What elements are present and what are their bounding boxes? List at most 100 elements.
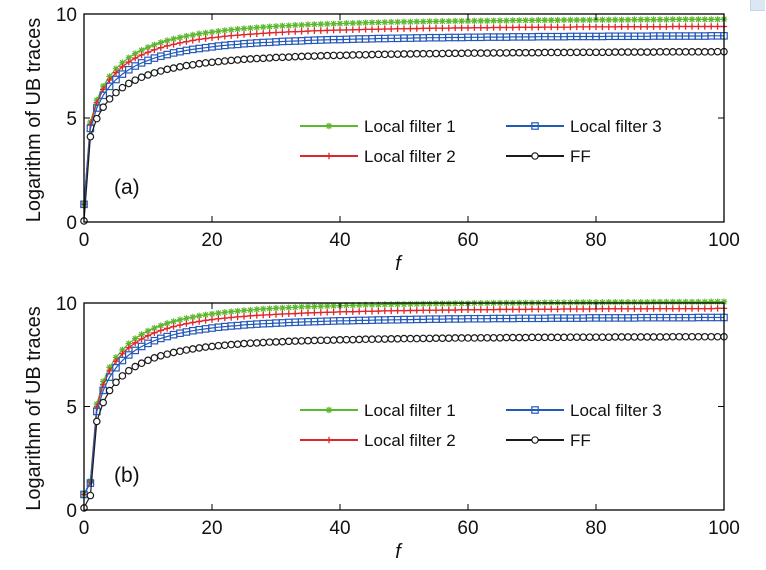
- y-tick-label: 0: [66, 213, 77, 234]
- data-point-local-filter-2: [196, 318, 203, 325]
- data-point-ff: [182, 346, 191, 354]
- data-point-local-filter-2: [311, 27, 318, 35]
- data-point-ff: [316, 336, 325, 345]
- series-line-local-filter-3: [83, 35, 724, 205]
- data-point-local-filter-1: [221, 27, 228, 34]
- data-point-ff: [425, 49, 434, 58]
- data-point-ff: [131, 362, 140, 371]
- data-point-local-filter-2: [548, 306, 555, 313]
- data-point-local-filter-2: [266, 29, 273, 37]
- data-point-local-filter-2: [304, 27, 312, 35]
- data-point-local-filter-2: [388, 307, 395, 315]
- data-point-local-filter-2: [132, 339, 139, 347]
- x-tick-label: 80: [585, 230, 606, 251]
- data-point-local-filter-2: [432, 307, 440, 314]
- data-point-local-filter-2: [125, 58, 132, 66]
- data-point-local-filter-1: [311, 303, 318, 310]
- data-point-local-filter-2: [221, 314, 228, 322]
- data-point-local-filter-1: [112, 65, 120, 72]
- data-point-local-filter-2: [669, 305, 676, 312]
- data-point-local-filter-2: [266, 311, 273, 318]
- data-point-local-filter-2: [496, 24, 504, 31]
- data-point-ff: [483, 49, 492, 57]
- data-point-local-filter-1: [317, 20, 324, 28]
- data-point-local-filter-1: [605, 298, 612, 306]
- data-point-local-filter-1: [695, 298, 702, 306]
- data-point-local-filter-1: [682, 298, 689, 306]
- data-point-ff: [348, 51, 357, 59]
- data-point-local-filter-1: [157, 39, 164, 46]
- data-point-ff: [150, 69, 159, 77]
- data-point-local-filter-1: [567, 16, 574, 24]
- data-point-local-filter-1: [624, 298, 632, 306]
- data-point-local-filter-1: [170, 35, 177, 43]
- data-point-local-filter-1: [189, 31, 196, 39]
- data-point-ff: [221, 341, 229, 350]
- legend-marker-ff: [531, 436, 539, 444]
- data-point-local-filter-1: [260, 305, 267, 313]
- data-point-local-filter-2: [503, 306, 510, 313]
- panel-label: (b): [114, 464, 140, 487]
- data-point-ff: [387, 335, 396, 343]
- data-point-local-filter-1: [317, 303, 324, 310]
- data-point-ff: [195, 344, 204, 352]
- data-point-local-filter-2: [253, 30, 260, 37]
- data-point-local-filter-1: [420, 18, 427, 25]
- data-point-local-filter-2: [548, 23, 555, 31]
- data-point-ff: [470, 49, 479, 57]
- data-point-local-filter-1: [279, 22, 286, 30]
- data-point-local-filter-1: [272, 23, 280, 30]
- y-tick-label: 0: [66, 501, 77, 522]
- data-point-local-filter-3: [124, 351, 133, 359]
- data-point-local-filter-1: [125, 340, 132, 347]
- data-point-local-filter-3: [105, 373, 114, 381]
- data-point-ff: [368, 335, 376, 344]
- data-point-local-filter-3: [86, 479, 95, 487]
- data-point-ff: [707, 332, 716, 341]
- data-point-local-filter-2: [336, 26, 344, 34]
- data-point-local-filter-2: [343, 26, 350, 34]
- data-point-local-filter-1: [132, 335, 139, 342]
- data-point-local-filter-3: [131, 346, 140, 355]
- x-tick-label: 60: [457, 518, 478, 539]
- data-point-local-filter-1: [151, 324, 158, 332]
- data-point-local-filter-1: [554, 17, 561, 24]
- data-point-local-filter-1: [714, 298, 721, 305]
- data-point-ff: [508, 333, 517, 342]
- data-point-local-filter-1: [330, 20, 337, 27]
- data-point-ff: [240, 55, 248, 64]
- data-point-ff: [598, 48, 607, 57]
- data-point-local-filter-2: [260, 30, 267, 37]
- data-point-local-filter-1: [368, 19, 376, 26]
- series-line-ff: [83, 50, 724, 222]
- data-point-ff: [304, 336, 312, 345]
- data-point-local-filter-2: [528, 306, 536, 313]
- data-point-local-filter-2: [400, 25, 408, 32]
- data-point-local-filter-2: [471, 306, 478, 314]
- data-point-local-filter-2: [119, 63, 126, 71]
- y-tick-label: 5: [66, 398, 77, 419]
- data-point-local-filter-2: [580, 23, 587, 31]
- data-point-local-filter-1: [330, 302, 337, 310]
- data-point-local-filter-2: [138, 335, 145, 343]
- data-point-local-filter-2: [247, 30, 254, 38]
- data-point-local-filter-1: [394, 18, 401, 26]
- data-point-ff: [611, 48, 620, 56]
- data-point-ff: [329, 336, 338, 344]
- data-point-ff: [342, 335, 351, 344]
- data-point-local-filter-2: [394, 25, 401, 32]
- data-point-local-filter-2: [426, 25, 433, 32]
- data-point-local-filter-2: [330, 308, 337, 316]
- data-point-ff: [176, 63, 184, 71]
- data-point-local-filter-1: [349, 302, 356, 309]
- data-point-local-filter-2: [452, 24, 459, 32]
- data-point-local-filter-1: [586, 16, 593, 24]
- data-point-local-filter-2: [599, 305, 606, 312]
- data-point-ff: [585, 333, 594, 341]
- data-point-ff: [694, 48, 703, 56]
- series-local-filter-1: [80, 298, 728, 498]
- data-point-local-filter-1: [663, 298, 670, 306]
- data-point-local-filter-1: [426, 18, 433, 25]
- data-point-local-filter-2: [688, 23, 696, 30]
- data-point-ff: [412, 334, 421, 343]
